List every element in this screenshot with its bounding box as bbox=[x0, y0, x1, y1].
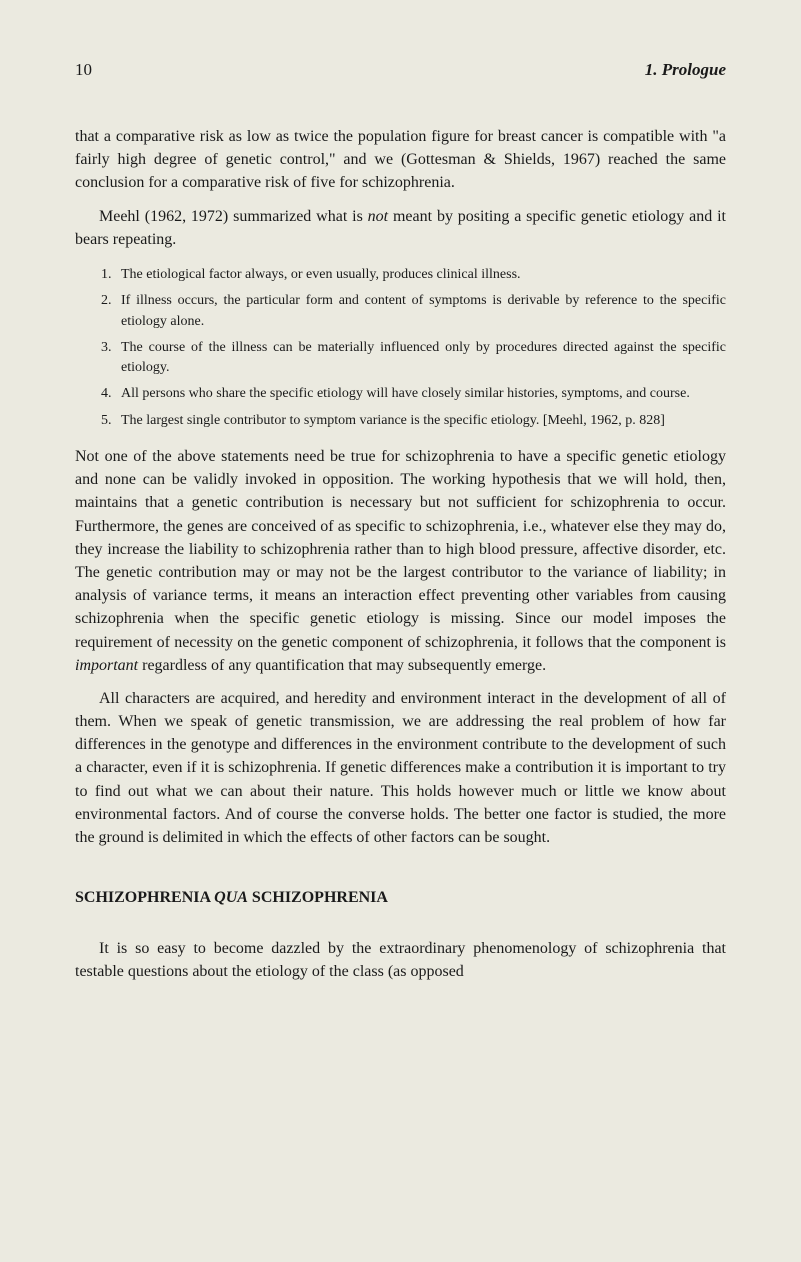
paragraph-3-b: regardless of any quantification that ma… bbox=[138, 657, 546, 674]
section-heading-b: SCHIZOPHRENIA bbox=[248, 889, 388, 906]
list-text-1: The etiological factor always, or even u… bbox=[121, 265, 726, 285]
list-num-5: 5. bbox=[101, 411, 121, 431]
paragraph-5: It is so easy to become dazzled by the e… bbox=[75, 937, 726, 983]
list-text-4: All persons who share the specific etiol… bbox=[121, 384, 726, 404]
list-item-5: 5. The largest single contributor to sym… bbox=[101, 411, 726, 431]
section-heading-a: SCHIZOPHRENIA bbox=[75, 889, 214, 906]
paragraph-2-not: not bbox=[368, 208, 388, 225]
paragraph-4: All characters are acquired, and heredit… bbox=[75, 687, 726, 849]
paragraph-1: that a comparative risk as low as twice … bbox=[75, 125, 726, 195]
list-num-4: 4. bbox=[101, 384, 121, 404]
chapter-title: 1. Prologue bbox=[645, 60, 726, 80]
list-num-2: 2. bbox=[101, 291, 121, 332]
page-header: 10 1. Prologue bbox=[75, 60, 726, 80]
paragraph-3-important: important bbox=[75, 657, 138, 674]
section-heading-qua: QUA bbox=[214, 889, 248, 906]
list-text-2: If illness occurs, the particular form a… bbox=[121, 291, 726, 332]
list-text-3: The course of the illness can be materia… bbox=[121, 338, 726, 379]
numbered-list: 1. The etiological factor always, or eve… bbox=[101, 265, 726, 431]
paragraph-3-a: Not one of the above statements need be … bbox=[75, 448, 726, 651]
list-num-1: 1. bbox=[101, 265, 121, 285]
list-item-4: 4. All persons who share the specific et… bbox=[101, 384, 726, 404]
paragraph-2: Meehl (1962, 1972) summarized what is no… bbox=[75, 205, 726, 251]
paragraph-3: Not one of the above statements need be … bbox=[75, 445, 726, 677]
page-number: 10 bbox=[75, 60, 92, 80]
list-num-3: 3. bbox=[101, 338, 121, 379]
paragraph-2-a: Meehl (1962, 1972) summarized what is bbox=[99, 208, 368, 225]
list-item-3: 3. The course of the illness can be mate… bbox=[101, 338, 726, 379]
list-text-5: The largest single contributor to sympto… bbox=[121, 411, 726, 431]
list-item-1: 1. The etiological factor always, or eve… bbox=[101, 265, 726, 285]
list-item-2: 2. If illness occurs, the particular for… bbox=[101, 291, 726, 332]
section-heading: SCHIZOPHRENIA QUA SCHIZOPHRENIA bbox=[75, 889, 726, 907]
page-container: 10 1. Prologue that a comparative risk a… bbox=[0, 0, 801, 1262]
